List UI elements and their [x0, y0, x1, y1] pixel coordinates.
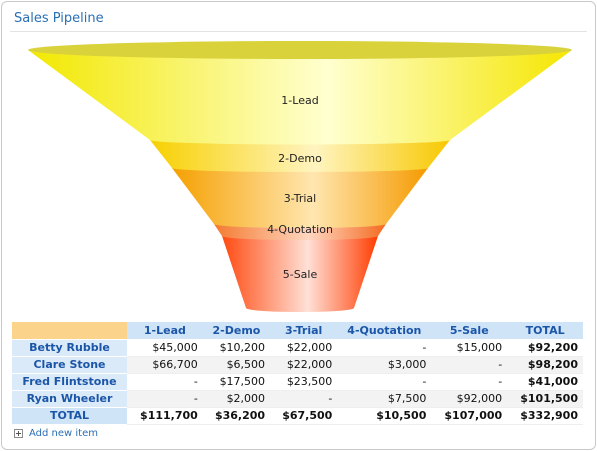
table-cell: -: [337, 339, 432, 357]
funnel-chart: 1-Lead 2-Demo 3-Trial 4-Quotation 5-Sale: [28, 41, 572, 312]
funnel-stage-3: [172, 168, 428, 230]
table-cell: -: [127, 390, 203, 408]
table-row: Betty Rubble $45,000 $10,200 $22,000 - $…: [12, 339, 583, 357]
table-cell: $7,500: [337, 390, 432, 408]
column-header: 5-Sale: [431, 322, 508, 340]
table-cell: $3,000: [337, 356, 432, 374]
table-cell: $6,500: [202, 356, 271, 374]
table-cell: $2,000: [202, 390, 271, 408]
total-cell: $67,500: [270, 407, 338, 425]
table-cell: -: [337, 373, 432, 391]
funnel-stage-label: 3-Trial: [284, 192, 316, 205]
table-cell: $45,000: [127, 339, 203, 357]
funnel-stage-label: 2-Demo: [278, 152, 322, 165]
title-divider: [10, 31, 587, 32]
total-cell: $10,500: [337, 407, 432, 425]
table-cell: -: [270, 390, 338, 408]
panel-title: Sales Pipeline: [14, 11, 104, 26]
table-cell: $22,000: [270, 339, 338, 357]
total-cell: $107,000: [431, 407, 508, 425]
funnel-top-rim: [28, 41, 572, 59]
funnel-stage-label: 1-Lead: [281, 94, 318, 107]
column-header: 1-Lead: [127, 322, 203, 340]
row-total-cell: $98,200: [507, 356, 583, 374]
add-new-item-label: Add new item: [29, 428, 98, 439]
table-header-row: 1-Lead 2-Demo 3-Trial 4-Quotation 5-Sale…: [12, 322, 583, 340]
table-cell: $15,000: [431, 339, 508, 357]
column-header: TOTAL: [507, 322, 583, 340]
funnel-stage-label: 4-Quotation: [267, 223, 333, 236]
table-cell: $22,000: [270, 356, 338, 374]
column-header: 4-Quotation: [337, 322, 432, 340]
funnel-stage-5: [222, 236, 378, 312]
row-total-cell: $101,500: [507, 390, 583, 408]
total-row-label: TOTAL: [12, 407, 127, 425]
table-row: Fred Flintstone - $17,500 $23,500 - - $4…: [12, 373, 583, 391]
row-name-link[interactable]: Betty Rubble: [12, 339, 127, 357]
table-cell: -: [431, 356, 508, 374]
funnel-stage-2: [150, 140, 450, 176]
table-total-row: TOTAL $111,700 $36,200 $67,500 $10,500 $…: [12, 407, 583, 425]
table-corner-cell: [12, 322, 127, 340]
table-cell: $66,700: [127, 356, 203, 374]
table-cell: -: [127, 373, 203, 391]
grand-total-cell: $332,900: [507, 407, 583, 425]
row-total-cell: $92,200: [507, 339, 583, 357]
total-cell: $36,200: [202, 407, 271, 425]
pipeline-table: 1-Lead 2-Demo 3-Trial 4-Quotation 5-Sale…: [12, 322, 583, 425]
table-row: Ryan Wheeler - $2,000 - $7,500 $92,000 $…: [12, 390, 583, 408]
row-name-link[interactable]: Clare Stone: [12, 356, 127, 374]
table-cell: $23,500: [270, 373, 338, 391]
total-cell: $111,700: [127, 407, 203, 425]
funnel-stage-label: 5-Sale: [283, 268, 318, 281]
table-cell: -: [431, 373, 508, 391]
funnel-stage-1: [28, 50, 572, 149]
row-name-link[interactable]: Ryan Wheeler: [12, 390, 127, 408]
table-cell: $92,000: [431, 390, 508, 408]
plus-box-icon: [14, 429, 23, 438]
row-name-link[interactable]: Fred Flintstone: [12, 373, 127, 391]
table-cell: $17,500: [202, 373, 271, 391]
column-header: 2-Demo: [202, 322, 271, 340]
row-total-cell: $41,000: [507, 373, 583, 391]
add-new-item-link[interactable]: Add new item: [14, 428, 98, 439]
column-header: 3-Trial: [270, 322, 338, 340]
table-cell: $10,200: [202, 339, 271, 357]
table-row: Clare Stone $66,700 $6,500 $22,000 $3,00…: [12, 356, 583, 374]
funnel-stage-4: [214, 224, 386, 241]
